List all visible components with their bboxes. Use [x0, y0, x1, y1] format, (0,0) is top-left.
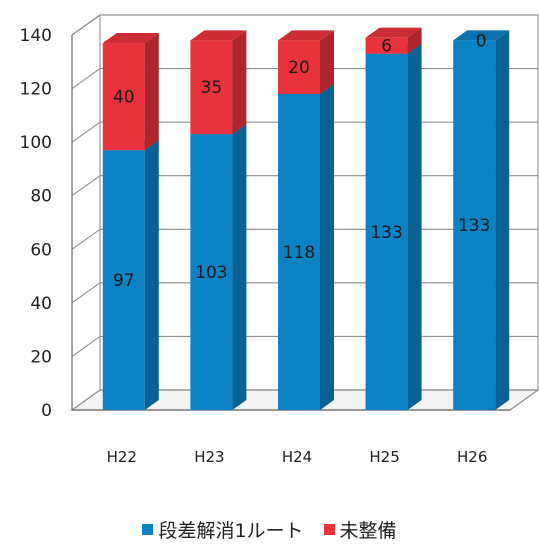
data-label: 35	[201, 78, 223, 98]
bar-segment	[102, 150, 145, 410]
legend-swatch	[142, 524, 154, 535]
bar-segment	[365, 53, 408, 410]
bar-segment	[278, 40, 320, 94]
legend-swatch	[323, 524, 335, 535]
gridline-side	[71, 335, 101, 357]
data-label: 103	[195, 263, 227, 283]
bar-side	[407, 27, 422, 54]
y-axis-top-edge	[71, 14, 101, 36]
y-tick-label: 80	[30, 187, 52, 207]
data-label: 97	[113, 271, 135, 291]
legend-item: 未整備	[323, 516, 397, 543]
y-tick-label: 120	[20, 80, 52, 100]
bar-side	[232, 124, 247, 410]
bar-side	[144, 33, 159, 151]
x-category-label: H22	[107, 448, 137, 466]
bar-side	[495, 30, 510, 410]
x-category-label: H26	[457, 448, 487, 466]
data-label: 118	[283, 243, 315, 263]
bar-top	[278, 30, 334, 41]
gridline-side	[71, 175, 101, 197]
data-label: 6	[381, 37, 392, 57]
legend-item: 段差解消1ルート	[142, 516, 304, 543]
bar-segment	[102, 43, 145, 151]
y-tick-label: 60	[30, 240, 52, 260]
bar-segment	[453, 40, 496, 410]
bar-top	[365, 27, 422, 38]
data-label: 40	[113, 88, 135, 108]
bar-top	[453, 30, 510, 41]
x-category-label: H25	[369, 448, 399, 466]
data-label: 0	[476, 31, 487, 51]
bar-side	[320, 83, 334, 410]
bar-segment	[190, 40, 233, 135]
legend-label: 未整備	[339, 520, 397, 542]
bar-side	[232, 30, 247, 135]
gridline-side	[71, 121, 101, 143]
x-category-label: H23	[194, 448, 224, 466]
y-tick-label: 140	[20, 26, 52, 46]
gridline-side	[71, 68, 101, 90]
y-tick-label: 0	[41, 401, 52, 421]
bar-segment	[278, 93, 320, 410]
bar-segment	[365, 37, 408, 54]
bar-top	[190, 30, 247, 41]
x-category-label: H24	[282, 448, 312, 466]
y-tick-label: 20	[30, 347, 52, 367]
bar-side	[320, 30, 334, 94]
y-tick-label: 100	[20, 133, 52, 153]
legend-label: 段差解消1ルート	[158, 520, 304, 542]
gridline-side	[71, 228, 101, 250]
bar-side	[407, 43, 422, 410]
stacked-bar-chart: 0204060801001201409740H2210335H2311820H2…	[20, 14, 539, 466]
y-tick-label: 40	[30, 294, 52, 314]
legend: 段差解消1ルート 未整備	[0, 516, 539, 543]
data-label: 133	[458, 216, 490, 236]
data-label: 20	[288, 58, 310, 78]
bar-side	[144, 140, 159, 410]
gridline-side	[71, 282, 101, 304]
bar-top	[102, 33, 159, 44]
data-label: 133	[370, 223, 402, 243]
bar-segment	[190, 134, 233, 410]
